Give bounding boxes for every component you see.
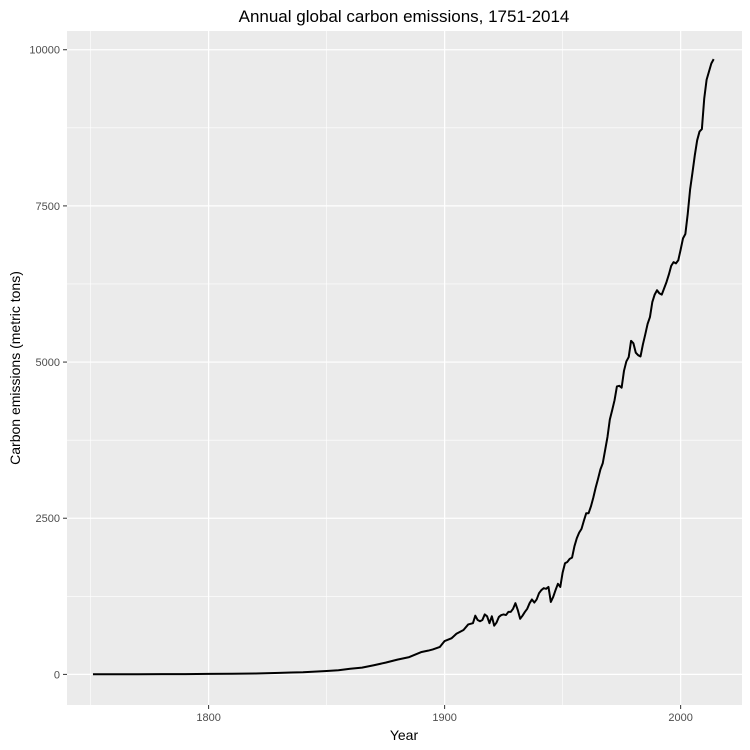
y-axis-title: Carbon emissions (metric tons) [7, 271, 23, 465]
x-axis-title: Year [390, 727, 419, 743]
emissions-line [92, 58, 715, 676]
minor-gridlines [67, 31, 742, 705]
y-axis: 0 2500 5000 7500 10000 [29, 45, 67, 681]
y-tick-label: 2500 [36, 513, 60, 525]
y-tick-label: 0 [54, 669, 60, 681]
x-tick-label: 2000 [668, 712, 692, 724]
plot-panel [67, 31, 742, 705]
x-axis: 1800 1900 2000 [196, 705, 693, 724]
y-tick-label: 7500 [36, 201, 60, 213]
x-tick-label: 1800 [196, 712, 220, 724]
y-tick-label: 10000 [29, 45, 60, 57]
x-tick-label: 1900 [432, 712, 456, 724]
chart-title: Annual global carbon emissions, 1751-201… [239, 7, 570, 26]
y-tick-label: 5000 [36, 357, 60, 369]
